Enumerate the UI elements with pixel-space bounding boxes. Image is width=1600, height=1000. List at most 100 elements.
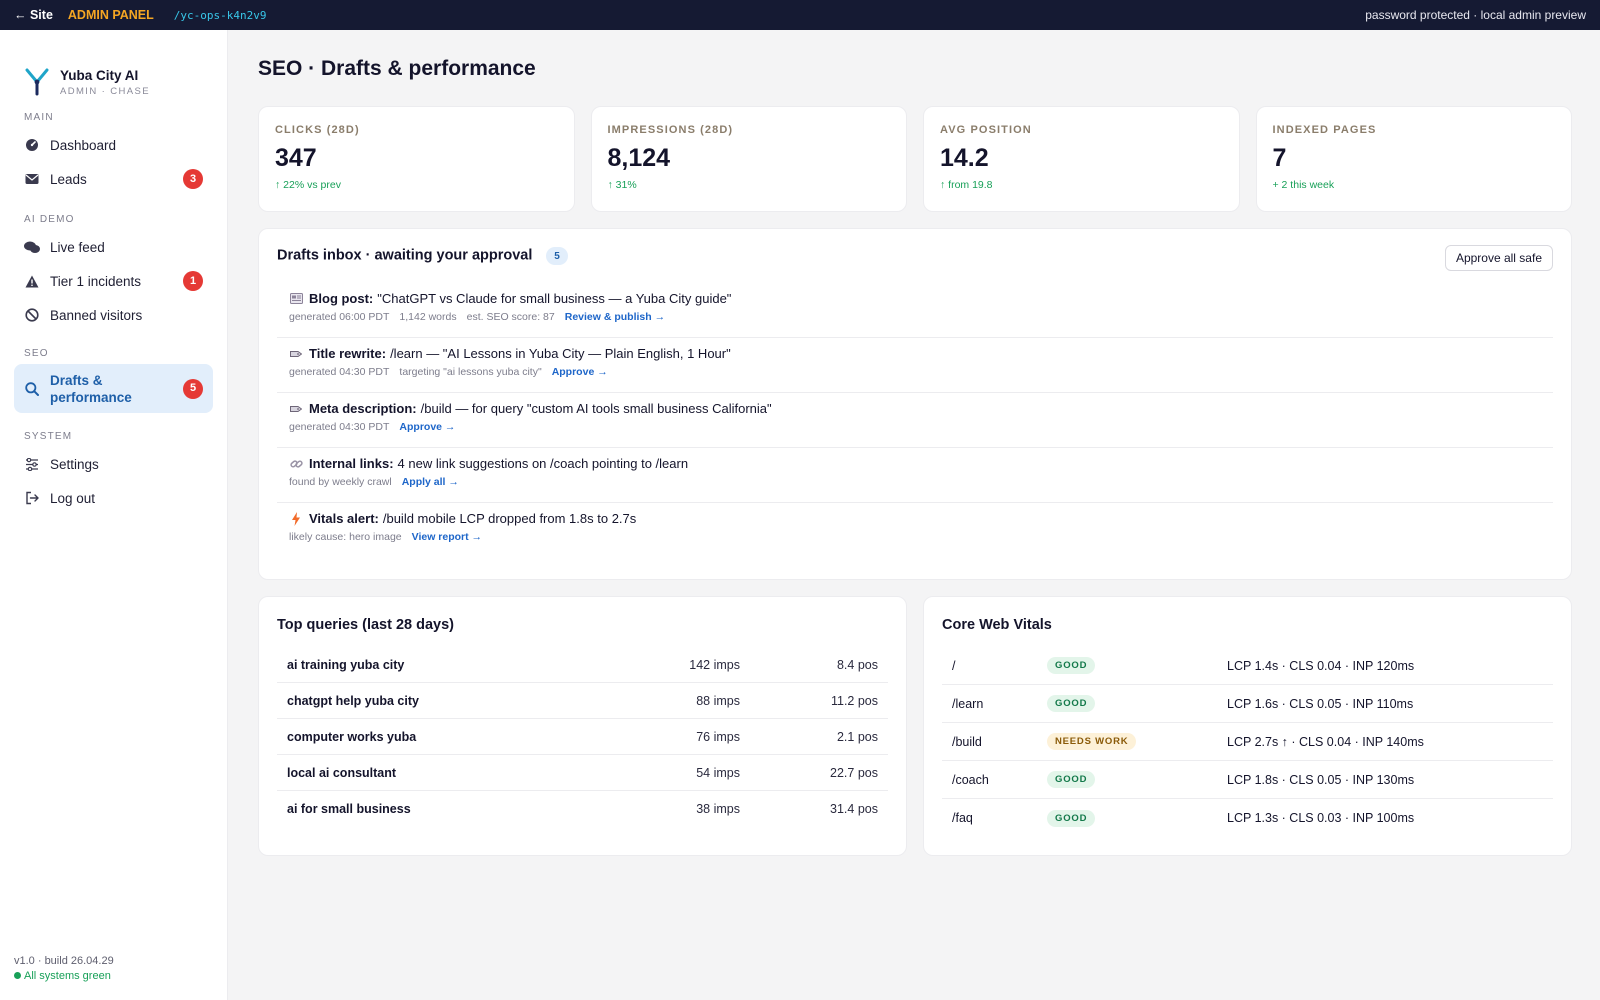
admin-slug: /yc-ops-k4n2v9 bbox=[173, 8, 267, 22]
draft-text: /learn — "AI Lessons in Yuba City — Plai… bbox=[390, 346, 731, 361]
vitals-table: / GOOD LCP 1.4s · CLS 0.04 · INP 120ms /… bbox=[942, 647, 1553, 837]
draft-meta: 1,142 words bbox=[399, 311, 457, 323]
sidebar-item-settings[interactable]: Settings bbox=[14, 447, 213, 481]
query-text: chatgpt help yuba city bbox=[287, 693, 419, 708]
sidebar-item-log-out[interactable]: Log out bbox=[14, 481, 213, 515]
sidebar-item-tier1-incidents[interactable]: Tier 1 incidents 1 bbox=[14, 264, 213, 298]
query-position: 31.4 pos bbox=[830, 802, 878, 816]
query-position: 2.1 pos bbox=[836, 729, 878, 744]
ban-icon bbox=[24, 307, 40, 323]
back-to-site-link[interactable]: ← Site bbox=[14, 8, 53, 22]
section-label-system: SYSTEM bbox=[24, 431, 73, 442]
sidebar-item-leads[interactable]: Leads 3 bbox=[14, 162, 213, 196]
brand-name: Yuba City AI bbox=[60, 67, 139, 83]
sidebar: Yuba City AI ADMIN · CHASE MAIN Dashboar… bbox=[0, 30, 228, 1000]
sidebar-item-drafts-performance[interactable]: Drafts & performance 5 bbox=[14, 364, 213, 413]
sidebar-item-label: Leads bbox=[50, 171, 87, 187]
draft-meta: targeting "ai lessons yuba city" bbox=[399, 366, 542, 378]
tag-icon bbox=[289, 347, 303, 361]
warning-icon bbox=[24, 273, 40, 289]
query-position: 11.2 pos bbox=[830, 693, 878, 708]
table-row: /learn GOOD LCP 1.6s · CLS 0.05 · INP 11… bbox=[942, 685, 1553, 723]
approve-all-safe-button[interactable]: Approve all safe bbox=[1444, 245, 1553, 271]
stat-card-impressions: IMPRESSIONS (28D) 8,124 ↑ 31% bbox=[590, 106, 907, 212]
draft-meta: generated 04:30 PDT bbox=[289, 421, 390, 433]
vitals-metrics: LCP 1.3s · CLS 0.03 · INP 100ms bbox=[1227, 811, 1415, 825]
vitals-status-cell: NEEDS WORK bbox=[1047, 733, 1227, 750]
stat-card-indexed-pages: INDEXED PAGES 7 + 2 this week bbox=[1255, 106, 1572, 212]
table-row: computer works yuba 76 imps 2.1 pos bbox=[277, 719, 888, 755]
version-label: v1.0 · build 26.04.29 bbox=[14, 955, 114, 967]
vitals-metrics: LCP 2.7s ↑ · CLS 0.04 · INP 140ms bbox=[1227, 734, 1424, 749]
query-impressions: 54 imps bbox=[696, 765, 740, 780]
admin-panel-label: ADMIN PANEL bbox=[67, 8, 154, 22]
status-badge: GOOD bbox=[1047, 809, 1096, 827]
vitals-status-cell: GOOD bbox=[1047, 809, 1227, 827]
vitals-metrics: LCP 1.6s · CLS 0.05 · INP 110ms bbox=[1227, 696, 1414, 711]
query-text: ai training yuba city bbox=[287, 657, 405, 672]
drafts-count-badge: 5 bbox=[183, 378, 203, 399]
sidebar-item-label: Dashboard bbox=[50, 137, 117, 153]
main-content: SEO · Drafts & performance CLICKS (28D) … bbox=[258, 30, 1572, 856]
link-icon bbox=[289, 457, 303, 471]
brand-logo-icon bbox=[25, 68, 49, 96]
stat-value: 14.2 bbox=[940, 144, 989, 172]
review-publish-link[interactable]: Review & publish → bbox=[564, 311, 666, 323]
envelope-icon bbox=[24, 171, 40, 187]
vitals-metrics: LCP 1.8s · CLS 0.05 · INP 130ms bbox=[1227, 772, 1415, 787]
brand[interactable]: Yuba City AI ADMIN · CHASE bbox=[0, 30, 227, 112]
incidents-count-badge: 1 bbox=[183, 271, 203, 291]
apply-all-link[interactable]: Apply all → bbox=[401, 476, 459, 488]
draft-text: /build mobile LCP dropped from 1.8s to 2… bbox=[382, 511, 637, 526]
stat-label: INDEXED PAGES bbox=[1272, 124, 1377, 136]
stats-row: CLICKS (28D) 347 ↑ 22% vs prev IMPRESSIO… bbox=[258, 106, 1572, 212]
queries-table: ai training yuba city 142 imps 8.4 pos c… bbox=[277, 647, 888, 827]
query-text: ai for small business bbox=[287, 802, 411, 816]
draft-meta: generated 04:30 PDT bbox=[289, 366, 390, 378]
sidebar-item-dashboard[interactable]: Dashboard bbox=[14, 128, 213, 162]
query-impressions: 76 imps bbox=[696, 729, 740, 744]
stat-card-avg-position: AVG POSITION 14.2 ↑ from 19.8 bbox=[923, 106, 1240, 212]
sidebar-item-banned-visitors[interactable]: Banned visitors bbox=[14, 298, 213, 332]
stat-delta: ↑ 31% bbox=[607, 179, 637, 191]
sidebar-item-live-feed[interactable]: Live feed bbox=[14, 230, 213, 264]
vitals-path: /faq bbox=[952, 811, 973, 825]
section-label-main: MAIN bbox=[24, 112, 54, 123]
dashboard-icon bbox=[24, 137, 40, 153]
draft-meta: found by weekly crawl bbox=[289, 476, 392, 488]
sidebar-item-label: Banned visitors bbox=[50, 307, 143, 323]
draft-kind: Internal links: bbox=[309, 456, 394, 471]
approve-link[interactable]: Approve → bbox=[399, 421, 456, 433]
draft-kind: Vitals alert: bbox=[309, 511, 379, 526]
view-report-link[interactable]: View report → bbox=[411, 531, 483, 543]
stat-delta: + 2 this week bbox=[1272, 179, 1335, 191]
system-status-text: All systems green bbox=[24, 970, 111, 982]
preview-notice: password protected · local admin preview bbox=[1365, 8, 1586, 22]
page-title: SEO · Drafts & performance bbox=[258, 57, 536, 80]
sidebar-item-label: Settings bbox=[50, 456, 99, 472]
drafts-inbox: Drafts inbox · awaiting your approval 5 … bbox=[258, 228, 1572, 580]
stat-card-clicks: CLICKS (28D) 347 ↑ 22% vs prev bbox=[258, 106, 575, 212]
table-row: chatgpt help yuba city 88 imps 11.2 pos bbox=[277, 683, 888, 719]
stat-delta: ↑ from 19.8 bbox=[940, 179, 993, 191]
drafts-inbox-title: Drafts inbox · awaiting your approval bbox=[277, 247, 533, 264]
draft-item-title-rewrite: Title rewrite: /learn — "AI Lessons in Y… bbox=[277, 338, 1553, 393]
approve-link[interactable]: Approve → bbox=[551, 366, 608, 378]
vitals-path: / bbox=[952, 658, 956, 673]
query-text: computer works yuba bbox=[287, 729, 417, 744]
stat-label: IMPRESSIONS (28D) bbox=[607, 124, 734, 136]
query-impressions: 142 imps bbox=[689, 657, 740, 672]
bottom-row: Top queries (last 28 days) ai training y… bbox=[258, 596, 1572, 856]
core-web-vitals-title: Core Web Vitals bbox=[942, 617, 1052, 633]
draft-text: "ChatGPT vs Claude for small business — … bbox=[377, 291, 732, 306]
status-badge: GOOD bbox=[1047, 657, 1096, 674]
draft-kind: Title rewrite: bbox=[309, 346, 387, 361]
system-status: All systems green bbox=[14, 969, 114, 984]
sidebar-item-label: Tier 1 incidents bbox=[50, 273, 142, 289]
query-impressions: 38 imps bbox=[696, 802, 740, 816]
top-queries-card: Top queries (last 28 days) ai training y… bbox=[258, 596, 907, 856]
section-label-seo: SEO bbox=[24, 348, 49, 359]
table-row: /faq GOOD LCP 1.3s · CLS 0.03 · INP 100m… bbox=[942, 799, 1553, 837]
draft-item-internal-links: Internal links: 4 new link suggestions o… bbox=[277, 448, 1553, 503]
draft-kind: Meta description: bbox=[309, 401, 417, 416]
